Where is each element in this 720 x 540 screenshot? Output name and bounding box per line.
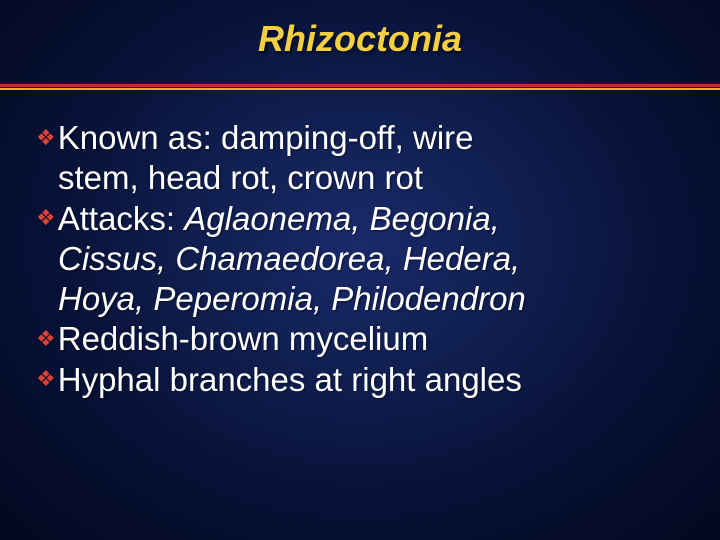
bullet-lead: Known <box>58 119 159 156</box>
bullet-lead: Hyphal <box>58 361 161 398</box>
diamond-bullet-icon: ❖ <box>36 205 56 232</box>
bullet-italic-cont: Cissus, Chamaedorea, Hedera, <box>58 239 680 279</box>
diamond-bullet-icon: ❖ <box>36 366 56 393</box>
bullet-italic-cont: Hoya, Peperomia, Philodendron <box>58 279 680 319</box>
title-area: Rhizoctonia <box>0 0 720 70</box>
bullet-italic: Aglaonema, Begonia, <box>184 200 500 237</box>
bullet-lead: Attacks: <box>58 200 175 237</box>
diamond-bullet-icon: ❖ <box>36 125 56 152</box>
bullet-item: ❖Known as: damping-off, wire stem, head … <box>58 118 680 199</box>
bullet-text <box>175 200 184 237</box>
bullet-lead: Reddish-brown <box>58 320 280 357</box>
bullet-text: mycelium <box>280 320 429 357</box>
bullet-text: branches at right angles <box>160 361 521 398</box>
bullet-item: ❖Attacks: Aglaonema, Begonia, Cissus, Ch… <box>58 199 680 320</box>
content-area: ❖Known as: damping-off, wire stem, head … <box>0 90 720 400</box>
bullet-text-cont: stem, head rot, crown rot <box>58 158 680 198</box>
slide: { "title": "Rhizoctonia", "divider": { "… <box>0 0 720 540</box>
slide-title: Rhizoctonia <box>0 18 720 60</box>
diamond-bullet-icon: ❖ <box>36 326 56 353</box>
bullet-item: ❖Reddish-brown mycelium <box>58 319 680 359</box>
bullet-item: ❖Hyphal branches at right angles <box>58 360 680 400</box>
bullet-text: as: damping-off, wire <box>159 119 474 156</box>
divider-line-1 <box>0 84 720 87</box>
